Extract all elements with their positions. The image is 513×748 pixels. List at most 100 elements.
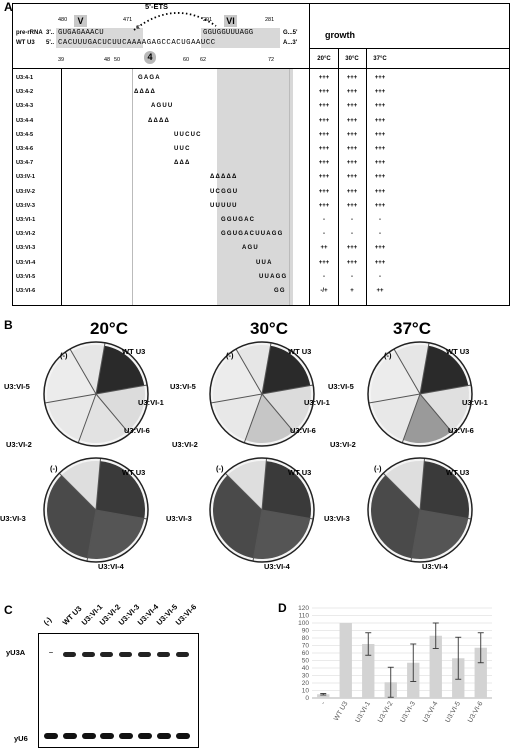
agar-plate [43,457,149,563]
panel-c-label: C [4,603,13,617]
gel-band-label-top: yU3A [6,648,26,657]
plate-label: U3:VI-2 [6,440,32,449]
plate-label: WT U3 [446,468,470,477]
plate-label: U3:VI-3 [166,514,192,523]
growth-title: growth [325,30,355,40]
mutation-name: U3:IV-1 [16,174,35,181]
panel-d-label: D [278,601,287,615]
mutation-sequence: UCGGU [210,188,239,195]
gel-band-yu6 [100,733,115,739]
wt-end: A...3' [283,40,298,46]
sector-vi6 [79,394,128,443]
mutation-sequence: ΔΔΔ [174,160,191,167]
sector-neg [237,345,271,394]
mutation-name: U3:VI-3 [16,245,36,252]
mutation-name: U3:4-7 [16,160,34,167]
plate-label: U3:VI-2 [330,440,356,449]
growth-score: +++ [374,174,386,181]
sector-wt [420,345,469,394]
gel-image [38,633,199,748]
sector-vi1 [96,385,145,432]
growth-score: +++ [346,202,358,209]
plate-label: U3:VI-1 [462,398,488,407]
growth-score: +++ [346,75,358,81]
sector-neg [385,461,425,510]
plate-label: WT U3 [288,347,312,356]
sector-wt [262,461,311,519]
mutation-name: U3:4-1 [16,75,34,81]
gel-lane-label: WT U3 [60,604,84,627]
x-tick-label: U3:VI-2 [377,700,395,724]
growth-score: +++ [374,146,386,152]
growth-score: +++ [374,75,386,81]
growth-score: +++ [346,160,358,167]
panel-a-label: A [4,0,13,14]
sector-wt [420,461,469,519]
growth-score: ++ [376,288,384,294]
growth-score: - [379,217,381,223]
growth-score: -/+ [320,288,328,294]
mutation-name: U3:VI-2 [16,231,36,238]
mutation-sequence: GG [274,288,286,294]
agar-plate [43,341,149,447]
sector-vi1 [262,385,311,432]
growth-score: +++ [318,131,330,138]
growth-score: - [323,273,325,280]
pre-rrna-label: pre-rRNA [16,30,43,36]
mutation-sequence: UUC [174,146,191,152]
y-tick-label: 60 [302,650,310,657]
plate-label: (-) [226,351,234,360]
num-48: 48 [104,57,111,63]
growth-score: +++ [318,202,330,209]
sector-vi5 [213,351,262,403]
mutation-sequence: UUCUC [174,131,202,138]
wt-5prime: 5'.. [46,40,55,46]
gel-band-yu3a [175,652,189,657]
growth-score: - [323,217,325,223]
mutation-sequence: AGU [242,245,259,252]
growth-score: - [351,231,353,238]
mutation-sequence: UUA [256,259,273,266]
mutation-name: U3:VI-5 [16,273,36,280]
growth-score: +++ [318,89,330,96]
growth-score: +++ [346,131,358,138]
y-tick-label: 80 [302,635,310,642]
growth-score: +++ [318,160,330,167]
mutation-sequence: GGUGACUUAGG [221,231,284,238]
mutation-name: U3:4-4 [16,117,34,124]
error-bar [387,666,394,698]
growth-score: +++ [318,146,330,152]
error-bar [365,632,372,656]
mutation-name: U3:VI-4 [16,259,36,266]
growth-temp-30: 30°C [345,56,359,62]
num-480: 480 [58,17,68,23]
error-bar [320,693,327,696]
growth-score: +++ [374,245,386,252]
plate-label: (-) [60,351,68,360]
agar-plate [209,457,315,563]
mutation-sequence: AGUU [151,103,174,110]
wt-u3-label: WT U3 [16,40,35,46]
x-tick-label: WT U3 [333,700,350,722]
growth-score: ++ [320,245,328,252]
sector-vi1 [420,385,469,432]
x-tick-label: U3:VI-3 [399,700,417,724]
sector-vi2 [213,394,262,441]
y-tick-label: 10 [302,688,310,695]
mutation-name: U3:4-3 [16,103,34,110]
ets-loop-icon [133,12,217,31]
panel-b-label: B [4,318,13,332]
box-v-region [56,28,143,48]
sector-vi4 [411,510,469,559]
gel-band-yu3a [49,652,53,653]
y-tick-label: 110 [299,613,310,620]
bar [429,635,442,698]
gel-band-yu6 [62,733,77,739]
sector-vi4 [253,510,311,559]
plate-temp-37: 37°C [393,319,431,338]
gel-band-yu3a [138,652,151,657]
pre-seq-right: GGUGGUUUAGG [203,29,254,37]
y-tick-label: 20 [302,680,310,687]
num-72: 72 [268,57,275,63]
num-39: 39 [58,57,65,63]
